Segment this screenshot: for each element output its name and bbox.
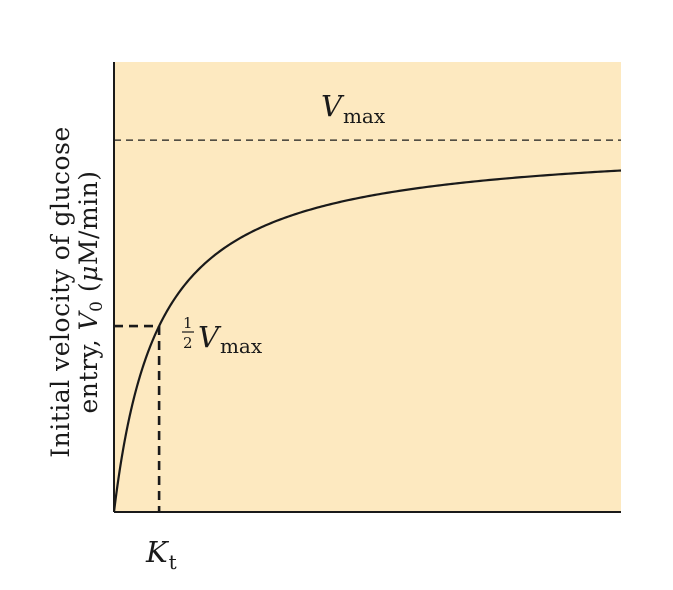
x-tick-label-kt: Kt <box>145 535 177 574</box>
vmax-label: Vmax <box>321 89 386 128</box>
saturation-curve <box>112 169 622 513</box>
svg-text:Vmax: Vmax <box>198 320 263 358</box>
y-axis-label-line-2: entry, V0 (μM/min) <box>74 170 107 413</box>
y-axis-label: Initial velocity of glucose entry, V0 (μ… <box>46 126 107 457</box>
y-axis-label-line-1: Initial velocity of glucose <box>46 126 75 457</box>
half-vmax-label: 1 2 Vmax <box>182 314 263 358</box>
half-fraction-denominator: 2 <box>183 334 193 352</box>
half-fraction-numerator: 1 <box>183 314 193 332</box>
plot-area <box>114 62 621 512</box>
